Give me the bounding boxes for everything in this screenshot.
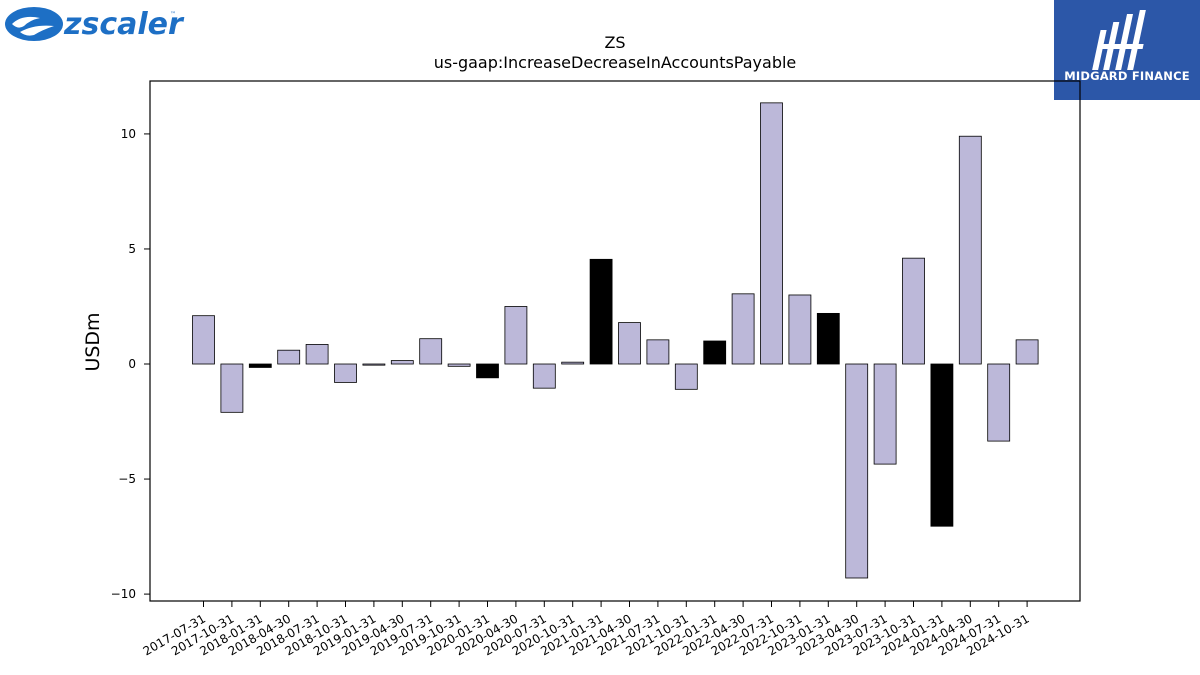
- y-tick-label: 10: [121, 127, 136, 141]
- bars-layer: [192, 102, 1039, 579]
- midgard-mark-icon: [1092, 10, 1146, 70]
- bar-2022-10-31: [788, 294, 812, 365]
- bar-2018-10-31: [334, 363, 357, 383]
- bar-2020-10-31: [561, 361, 585, 365]
- zscaler-cloud-icon: zscaler ™: [5, 7, 185, 42]
- bar-2019-10-31: [447, 363, 471, 367]
- bar-2024-04-30: [958, 135, 982, 365]
- bar-2022-07-31: [760, 102, 783, 365]
- bar-2023-01-31: [816, 312, 840, 365]
- bar-2019-01-31: [362, 363, 386, 366]
- bar-2020-01-31: [476, 363, 499, 379]
- bar-2018-04-30: [277, 349, 301, 365]
- bar-2022-01-31: [703, 340, 727, 365]
- bar-2024-01-31: [930, 363, 954, 527]
- bar-2021-04-30: [618, 322, 641, 365]
- bar-2024-10-31: [1015, 339, 1039, 365]
- bar-2023-10-31: [902, 257, 925, 365]
- bar-2018-01-31: [248, 363, 272, 368]
- trademark-mark: ™: [170, 11, 176, 18]
- bar-2017-07-31: [192, 315, 215, 365]
- midgard-finance-logo: MIDGARD FINANCE: [1054, 0, 1200, 100]
- midgard-logo-text: MIDGARD FINANCE: [1064, 69, 1190, 83]
- y-tick-label: −10: [111, 587, 136, 601]
- chart-title: ZS: [604, 33, 625, 52]
- bar-2019-04-30: [390, 360, 414, 365]
- bar-2017-10-31: [220, 363, 244, 413]
- y-tick-label: 5: [128, 242, 136, 256]
- bar-2022-04-30: [731, 293, 755, 365]
- x-axis: 2017-07-312017-10-312018-01-312018-04-30…: [141, 601, 1032, 658]
- y-axis: −10 −5 0 5 10: [111, 127, 150, 601]
- chart-subtitle: us-gaap:IncreaseDecreaseInAccountsPayabl…: [434, 53, 797, 72]
- y-axis-label: USDm: [82, 312, 104, 371]
- plot-frame: [149, 80, 1081, 602]
- zscaler-logo: zscaler ™: [0, 0, 185, 48]
- bar-2021-10-31: [674, 363, 698, 390]
- y-tick-label: 0: [128, 357, 136, 371]
- bar-2023-07-31: [873, 363, 897, 465]
- bar-2020-07-31: [532, 363, 556, 389]
- bar-2018-07-31: [305, 344, 329, 365]
- bar-2020-04-30: [504, 306, 528, 365]
- bar-2021-01-31: [589, 258, 613, 365]
- bar-2021-07-31: [646, 339, 670, 365]
- y-tick-label: −5: [118, 472, 136, 486]
- zscaler-logo-text: zscaler: [63, 7, 185, 42]
- bar-2019-07-31: [419, 338, 443, 365]
- bar-2024-07-31: [987, 363, 1011, 442]
- bar-2023-04-30: [845, 363, 869, 579]
